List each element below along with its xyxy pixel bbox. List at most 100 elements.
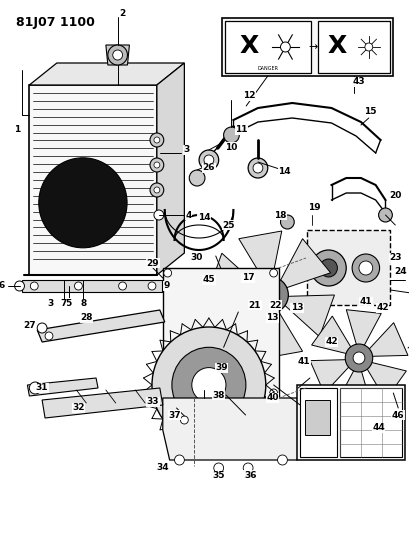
Polygon shape (27, 378, 98, 396)
Circle shape (148, 282, 155, 290)
Bar (221, 18, 392, 76)
Text: 43: 43 (352, 77, 364, 86)
Text: 38: 38 (212, 391, 225, 400)
Ellipse shape (191, 308, 249, 363)
Text: 7: 7 (61, 300, 67, 309)
Circle shape (269, 389, 277, 397)
Circle shape (266, 291, 274, 299)
Text: 3: 3 (48, 298, 54, 308)
Circle shape (358, 261, 372, 275)
Text: 13: 13 (266, 313, 278, 322)
Circle shape (171, 348, 245, 423)
Circle shape (191, 368, 225, 402)
Polygon shape (311, 316, 354, 356)
Text: 14: 14 (277, 167, 290, 176)
Text: 26: 26 (202, 164, 215, 173)
Polygon shape (207, 253, 263, 295)
Polygon shape (21, 280, 162, 292)
Circle shape (344, 344, 372, 372)
Polygon shape (238, 231, 281, 287)
Text: 32: 32 (72, 403, 84, 413)
Text: 37: 37 (168, 410, 180, 419)
Circle shape (352, 352, 364, 364)
Circle shape (204, 155, 213, 165)
Circle shape (30, 282, 38, 290)
Text: 29: 29 (146, 259, 159, 268)
Bar (224, 21, 310, 73)
Circle shape (280, 215, 294, 229)
Text: 81J07 1100: 81J07 1100 (16, 16, 94, 29)
Polygon shape (336, 364, 371, 406)
Circle shape (153, 137, 160, 143)
Circle shape (163, 269, 171, 277)
Text: 4: 4 (184, 211, 191, 220)
Text: 19: 19 (307, 204, 319, 213)
Text: 8: 8 (80, 300, 86, 309)
Polygon shape (346, 310, 380, 352)
Text: 6: 6 (0, 281, 5, 290)
Bar (299, 388, 337, 457)
Circle shape (310, 250, 345, 286)
Text: 28: 28 (80, 313, 92, 322)
Circle shape (153, 210, 163, 220)
Text: 13: 13 (290, 303, 303, 312)
Text: 22: 22 (269, 301, 281, 310)
Polygon shape (275, 239, 330, 291)
Text: 31: 31 (36, 384, 48, 392)
Circle shape (243, 463, 252, 473)
Circle shape (247, 158, 267, 178)
Circle shape (207, 278, 220, 292)
Bar (339, 388, 401, 457)
Polygon shape (37, 310, 164, 342)
Text: 12: 12 (242, 92, 255, 101)
Circle shape (39, 158, 127, 248)
Text: 23: 23 (388, 254, 400, 262)
Circle shape (252, 163, 262, 173)
Circle shape (15, 281, 25, 291)
Circle shape (29, 382, 41, 394)
Polygon shape (106, 45, 129, 65)
Circle shape (45, 332, 53, 340)
Polygon shape (362, 361, 405, 400)
Circle shape (163, 389, 171, 397)
Text: 11: 11 (234, 125, 247, 134)
Text: 3: 3 (183, 146, 189, 155)
Circle shape (199, 150, 218, 170)
Text: 42: 42 (324, 337, 337, 346)
Circle shape (118, 282, 126, 290)
Text: DANGER: DANGER (256, 66, 278, 70)
Text: 39: 39 (215, 364, 227, 373)
Polygon shape (157, 63, 184, 275)
Text: 18: 18 (274, 211, 286, 220)
Bar (29, 85, 157, 275)
Circle shape (153, 162, 160, 168)
Polygon shape (42, 388, 162, 418)
Text: 45: 45 (202, 276, 215, 285)
Text: 15: 15 (364, 108, 376, 117)
Circle shape (223, 127, 239, 143)
Text: 2: 2 (119, 9, 126, 18)
Circle shape (74, 282, 82, 290)
Circle shape (213, 463, 223, 473)
Bar (297, 385, 404, 460)
Text: 10: 10 (225, 142, 237, 151)
Circle shape (37, 323, 47, 333)
Text: X: X (327, 34, 346, 58)
Text: 41: 41 (359, 297, 371, 306)
Circle shape (153, 187, 160, 193)
Text: 25: 25 (222, 221, 234, 230)
Text: 14: 14 (197, 214, 210, 222)
Circle shape (112, 50, 122, 60)
Text: 27: 27 (23, 321, 36, 330)
Text: 16: 16 (241, 471, 254, 480)
Circle shape (261, 286, 279, 304)
Circle shape (152, 327, 265, 443)
Bar (162, 268, 278, 398)
Bar (304, 400, 329, 435)
Text: 9: 9 (163, 281, 169, 290)
Text: X: X (239, 34, 258, 58)
Polygon shape (363, 322, 407, 357)
Text: 44: 44 (371, 424, 384, 432)
Text: 34: 34 (156, 464, 169, 472)
Circle shape (364, 43, 372, 51)
